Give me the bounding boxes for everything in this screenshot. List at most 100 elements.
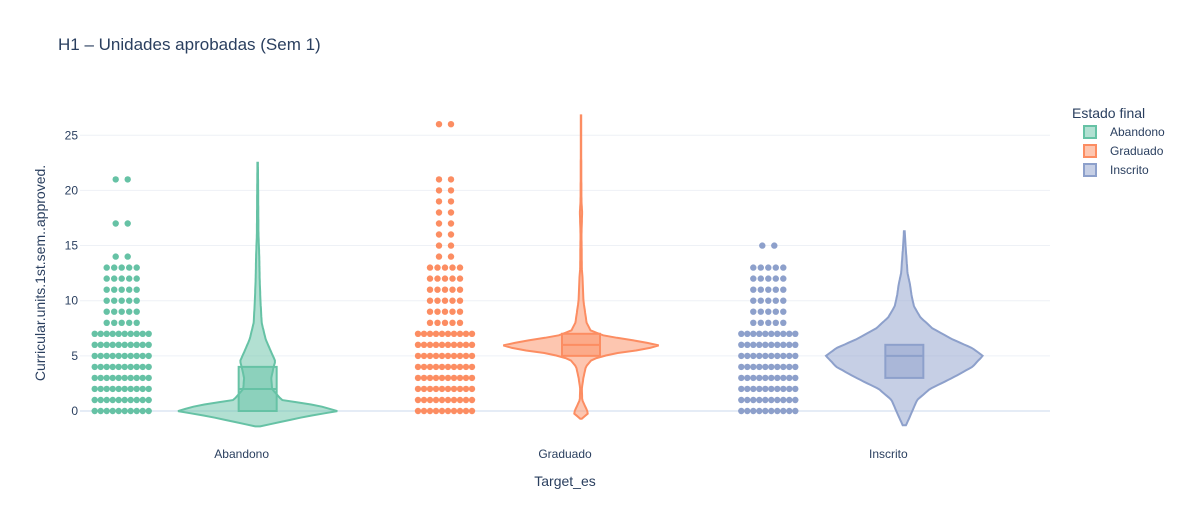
data-point: [426, 308, 434, 315]
y-tick-label: 15: [65, 239, 79, 253]
data-point: [768, 352, 775, 360]
data-point: [420, 330, 428, 337]
data-point: [438, 363, 446, 371]
data-point: [103, 319, 110, 326]
legend-item-abandono[interactable]: Abandono: [1083, 125, 1165, 139]
data-point: [462, 407, 470, 415]
plot-area: [91, 114, 985, 428]
legend-item-inscrito[interactable]: Inscrito: [1083, 163, 1149, 177]
data-point: [444, 363, 452, 371]
data-point: [757, 319, 764, 326]
data-point: [456, 341, 464, 348]
data-point: [133, 319, 140, 326]
violin-body: [503, 114, 659, 420]
y-tick-label: 5: [71, 349, 78, 363]
data-point: [133, 297, 140, 304]
data-point: [97, 374, 104, 382]
data-point: [768, 385, 775, 393]
data-point: [121, 341, 128, 348]
data-point: [744, 330, 751, 337]
data-point: [792, 396, 799, 404]
series-abandono: [91, 161, 338, 428]
data-point: [414, 374, 422, 382]
data-point: [109, 396, 116, 404]
data-point: [756, 374, 763, 382]
data-point: [91, 363, 98, 371]
data-point: [414, 341, 422, 348]
data-point: [103, 374, 110, 382]
data-point: [103, 363, 110, 371]
data-point: [126, 264, 133, 271]
data-point: [792, 374, 799, 382]
data-point: [435, 176, 443, 183]
y-tick-label: 20: [65, 183, 79, 197]
data-point: [456, 374, 464, 382]
data-point: [462, 363, 470, 371]
data-point: [426, 330, 434, 337]
data-point: [420, 374, 428, 382]
data-point: [756, 341, 763, 348]
data-point: [434, 308, 441, 315]
x-tick-label: Abandono: [214, 447, 269, 461]
data-point: [792, 385, 799, 393]
data-point: [127, 352, 134, 360]
data-point: [449, 275, 456, 282]
data-point: [103, 286, 110, 293]
data-point: [426, 297, 434, 304]
data-point: [756, 363, 763, 371]
data-point: [426, 363, 434, 371]
data-point: [750, 264, 757, 271]
data-point: [438, 341, 446, 348]
data-point: [109, 363, 116, 371]
x-tick-label: Inscrito: [869, 447, 908, 461]
data-point: [738, 396, 745, 404]
data-point: [133, 330, 140, 337]
data-point: [750, 297, 757, 304]
data-point: [768, 363, 775, 371]
data-point: [462, 352, 470, 360]
data-point: [780, 396, 787, 404]
data-point: [145, 352, 152, 360]
data-point: [420, 352, 428, 360]
data-point: [420, 385, 428, 393]
data-point: [126, 319, 133, 326]
data-point: [111, 264, 118, 271]
data-point: [456, 286, 464, 293]
legend-swatch: [1083, 163, 1097, 177]
data-point: [414, 330, 422, 337]
data-point: [744, 407, 751, 415]
data-point: [441, 297, 449, 304]
legend[interactable]: Estado final Abandono Graduado Inscrito: [1072, 105, 1165, 177]
data-point: [126, 286, 133, 293]
data-point: [426, 396, 434, 404]
data-point: [772, 264, 779, 271]
y-tick-label: 0: [71, 404, 78, 418]
data-point: [103, 407, 110, 415]
data-point: [139, 330, 146, 337]
data-point: [768, 407, 775, 415]
data-point: [456, 319, 464, 326]
data-point: [765, 286, 772, 293]
data-point: [756, 385, 763, 393]
legend-item-graduado[interactable]: Graduado: [1083, 144, 1164, 158]
data-point: [738, 407, 745, 415]
data-point: [435, 242, 443, 249]
data-point: [449, 308, 456, 315]
data-point: [441, 308, 449, 315]
data-point: [786, 352, 793, 360]
data-point: [447, 253, 455, 260]
data-point: [414, 407, 422, 415]
data-point: [750, 363, 757, 371]
data-point: [133, 341, 140, 348]
data-point: [434, 264, 441, 271]
data-point: [109, 374, 116, 382]
data-point: [435, 231, 443, 238]
data-point: [420, 396, 428, 404]
data-point: [426, 352, 434, 360]
data-point: [91, 385, 98, 393]
series-inscrito: [738, 230, 985, 427]
data-point: [750, 396, 757, 404]
data-point: [420, 363, 428, 371]
data-point: [118, 286, 125, 293]
data-point: [449, 319, 456, 326]
